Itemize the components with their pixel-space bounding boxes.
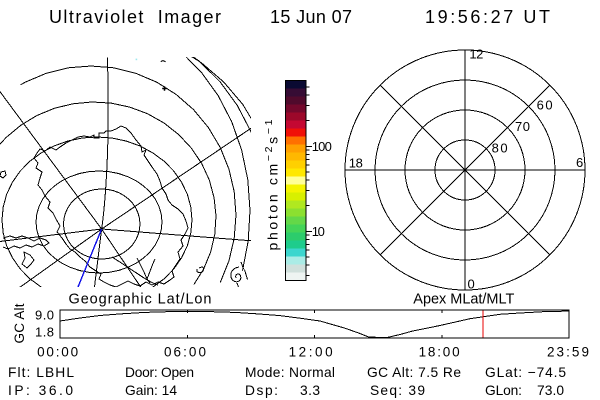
svg-text:23:59: 23:59 [547, 345, 589, 360]
svg-text:GC Alt: 7.5 Re: GC Alt: 7.5 Re [367, 365, 461, 380]
svg-text:Gain: 14: Gain: 14 [125, 383, 177, 398]
svg-text:12:00: 12:00 [289, 345, 333, 360]
svg-text:1.8: 1.8 [35, 325, 54, 340]
svg-text:60: 60 [537, 97, 553, 112]
svg-text:Seq: 39: Seq: 39 [370, 383, 425, 398]
svg-text:100: 100 [312, 139, 332, 154]
svg-text:19:56:27 UT: 19:56:27 UT [425, 7, 550, 27]
svg-text:6: 6 [576, 155, 583, 170]
svg-text:3.3: 3.3 [300, 383, 320, 398]
svg-text:70: 70 [515, 119, 530, 134]
svg-text:Flt: LBHL: Flt: LBHL [8, 365, 74, 380]
svg-text:0: 0 [468, 277, 475, 292]
svg-text:18: 18 [349, 156, 363, 171]
svg-text:GLon:: GLon: [485, 383, 522, 398]
svg-text:GC Alt: GC Alt [12, 303, 27, 343]
svg-text:Mode: Normal: Mode: Normal [245, 365, 335, 380]
svg-text:15 Jun 07: 15 Jun 07 [270, 7, 352, 27]
svg-text:12: 12 [469, 46, 483, 61]
svg-text:9.0: 9.0 [35, 308, 54, 323]
svg-text:Geographic Lat/Lon: Geographic Lat/Lon [69, 292, 212, 308]
svg-text:80: 80 [492, 141, 508, 156]
svg-text:Ultraviolet Imager: Ultraviolet Imager [49, 7, 221, 27]
svg-text:Dsp:: Dsp: [245, 383, 278, 398]
svg-text:GLat: −74.5: GLat: −74.5 [485, 365, 566, 380]
svg-text:Apex MLat/MLT: Apex MLat/MLT [413, 292, 514, 308]
svg-text:18:00: 18:00 [419, 345, 460, 360]
svg-text:10: 10 [312, 224, 325, 239]
svg-text:00:00: 00:00 [37, 345, 78, 360]
svg-text:Door: Open: Door: Open [125, 365, 194, 380]
svg-text:06:00: 06:00 [164, 345, 206, 360]
svg-text:73.0: 73.0 [537, 383, 564, 398]
